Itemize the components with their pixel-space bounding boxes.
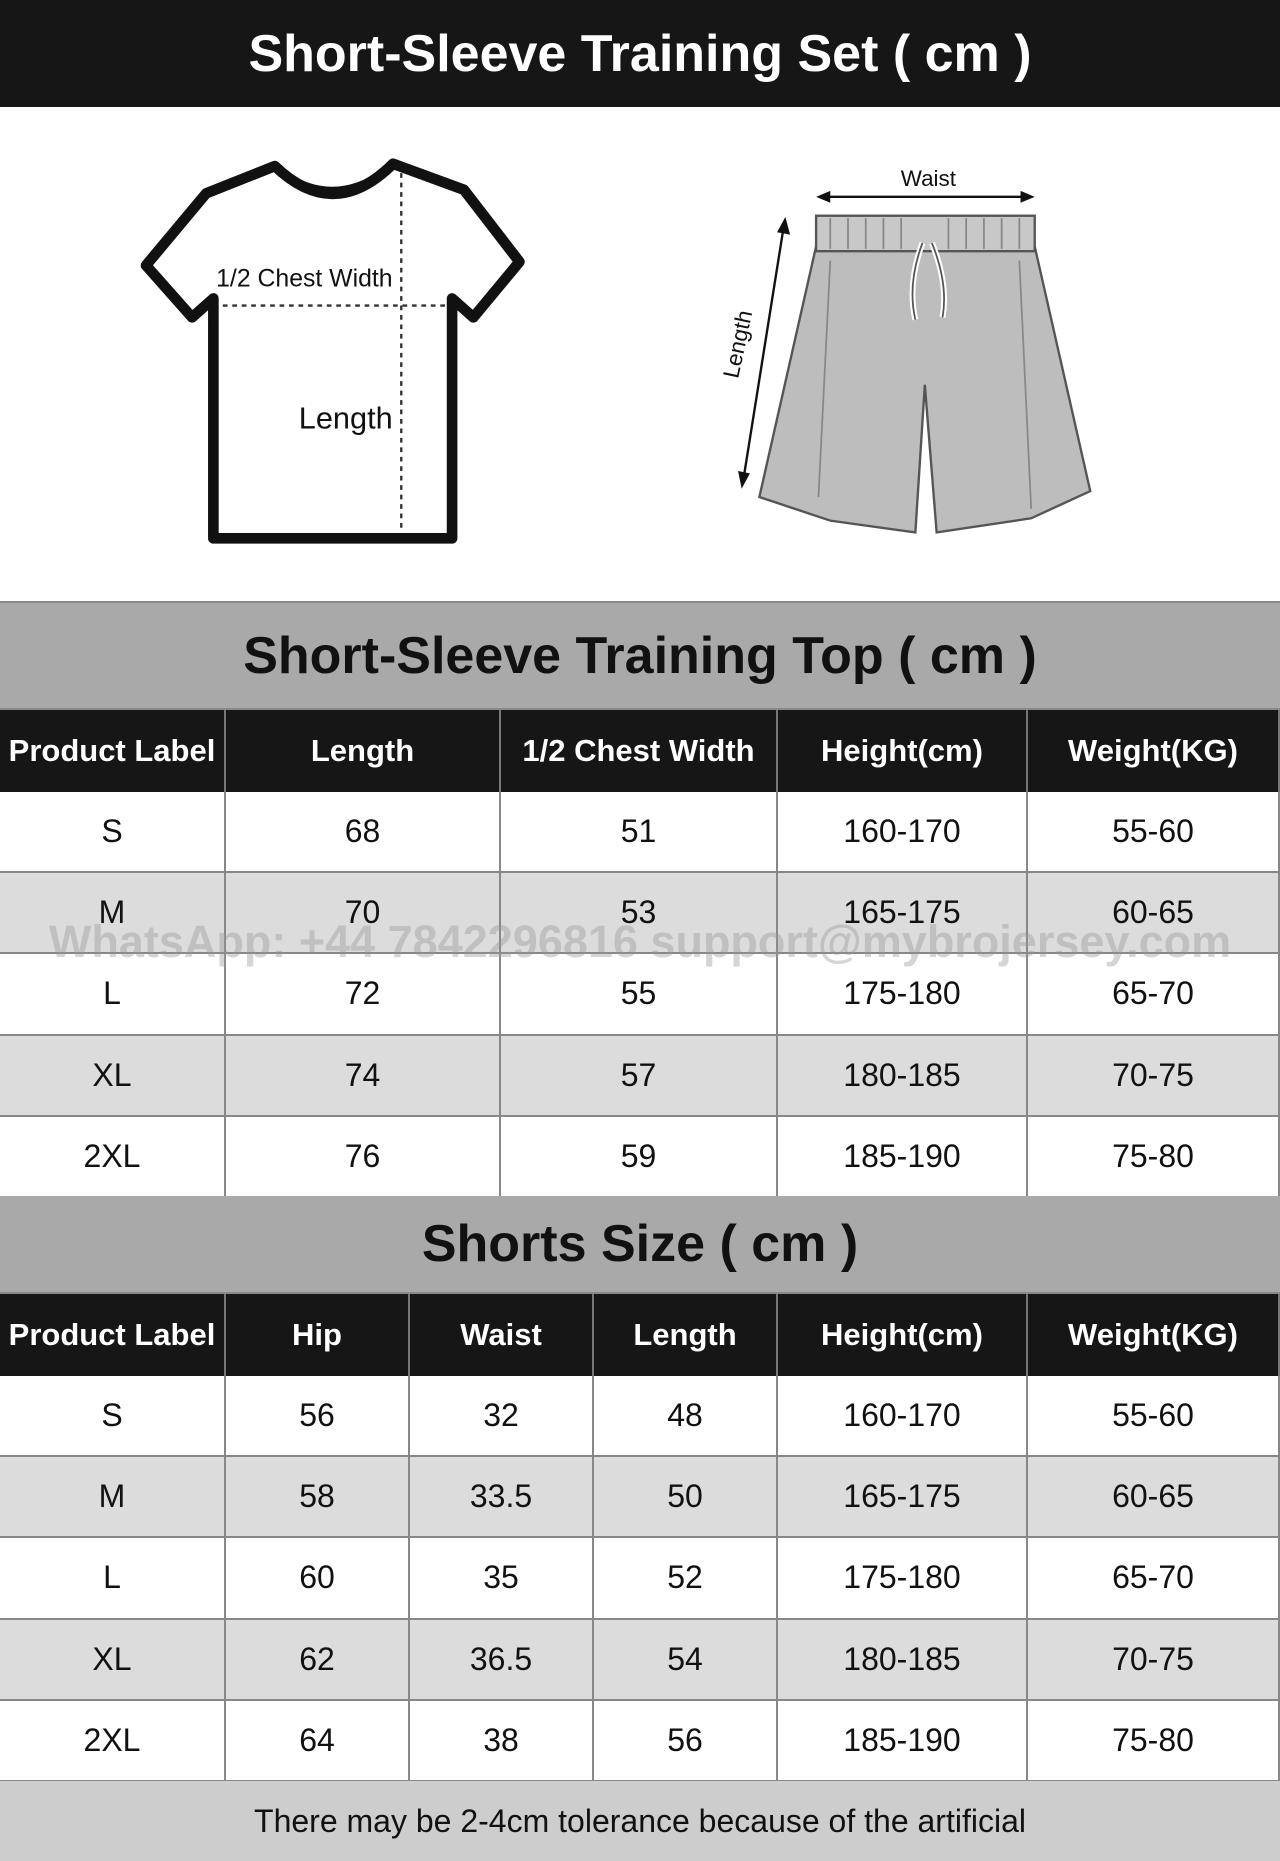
table-cell: 51	[501, 792, 778, 874]
column-header: 1/2 Chest Width	[501, 710, 778, 792]
table-cell: 68	[226, 792, 501, 874]
table-cell: 75-80	[1028, 1116, 1280, 1198]
table-cell: 60-65	[1028, 1457, 1280, 1539]
table-title: Short-Sleeve Training Top ( cm )	[0, 603, 1280, 710]
waist-label: Waist	[901, 166, 957, 191]
column-header: Height(cm)	[778, 1294, 1028, 1376]
table-cell: 33.5	[410, 1457, 594, 1539]
table-cell: 160-170	[778, 792, 1028, 874]
table-cell: 60-65	[1028, 873, 1280, 955]
table-cell: 58	[226, 1457, 410, 1539]
table-cell: M	[0, 1457, 226, 1539]
table-cell: 38	[410, 1700, 594, 1782]
table-cell: 70-75	[1028, 1035, 1280, 1117]
column-header: Hip	[226, 1294, 410, 1376]
chest-label: 1/2 Chest Width	[216, 266, 392, 293]
page-title: Short-Sleeve Training Set ( cm )	[0, 0, 1280, 107]
table-cell: 64	[226, 1700, 410, 1782]
table-cell: 2XL	[0, 1700, 226, 1782]
table-cell: 53	[501, 873, 778, 955]
table-cell: 57	[501, 1035, 778, 1117]
table-cell: 180-185	[778, 1619, 1028, 1701]
table-cell: 76	[226, 1116, 501, 1198]
table-cell: 35	[410, 1538, 594, 1620]
table-cell: 180-185	[778, 1035, 1028, 1117]
table-cell: 36.5	[410, 1619, 594, 1701]
table-cell: S	[0, 792, 226, 874]
table-cell: 62	[226, 1619, 410, 1701]
table-cell: 185-190	[778, 1700, 1028, 1782]
table-cell: 59	[501, 1116, 778, 1198]
table-title: Shorts Size ( cm )	[0, 1196, 1280, 1294]
column-header: Weight(KG)	[1028, 710, 1280, 792]
table-cell: 165-175	[778, 1457, 1028, 1539]
table-cell: 32	[410, 1376, 594, 1458]
length-label: Length	[299, 400, 393, 435]
footer-note: There may be 2-4cm tolerance because of …	[0, 1781, 1280, 1861]
length-label: Length	[718, 308, 757, 380]
column-header: Weight(KG)	[1028, 1294, 1280, 1376]
table-cell: L	[0, 1538, 226, 1620]
table-cell: 56	[226, 1376, 410, 1458]
table-cell: 48	[594, 1376, 778, 1458]
table-cell: 65-70	[1028, 954, 1280, 1036]
illustration: 1/2 Chest Width Length Waist Length	[0, 158, 1280, 603]
table-cell: 55-60	[1028, 792, 1280, 874]
column-header: Length	[226, 710, 501, 792]
table-cell: 185-190	[778, 1116, 1028, 1198]
table-cell: 72	[226, 954, 501, 1036]
table-cell: 65-70	[1028, 1538, 1280, 1620]
table-cell: 55	[501, 954, 778, 1036]
table-cell: M	[0, 873, 226, 955]
shorts: Waist Length	[718, 166, 1092, 534]
column-header: Length	[594, 1294, 778, 1376]
table-cell: 70-75	[1028, 1619, 1280, 1701]
table-cell: XL	[0, 1035, 226, 1117]
table-cell: 165-175	[778, 873, 1028, 955]
tshirt: 1/2 Chest Width Length	[140, 158, 525, 544]
table-cell: 175-180	[778, 1538, 1028, 1620]
table-cell: XL	[0, 1619, 226, 1701]
table-cell: L	[0, 954, 226, 1036]
table-cell: 70	[226, 873, 501, 955]
column-header: Waist	[410, 1294, 594, 1376]
table-cell: 74	[226, 1035, 501, 1117]
table-cell: S	[0, 1376, 226, 1458]
column-header: Product Label	[0, 1294, 226, 1376]
table-cell: 50	[594, 1457, 778, 1539]
table-cell: 54	[594, 1619, 778, 1701]
table-cell: 75-80	[1028, 1700, 1280, 1782]
table-cell: 160-170	[778, 1376, 1028, 1458]
table-cell: 56	[594, 1700, 778, 1782]
column-header: Product Label	[0, 710, 226, 792]
table-cell: 175-180	[778, 954, 1028, 1036]
column-header: Height(cm)	[778, 710, 1028, 792]
table-cell: 52	[594, 1538, 778, 1620]
table-cell: 2XL	[0, 1116, 226, 1198]
table-cell: 60	[226, 1538, 410, 1620]
table-cell: 55-60	[1028, 1376, 1280, 1458]
